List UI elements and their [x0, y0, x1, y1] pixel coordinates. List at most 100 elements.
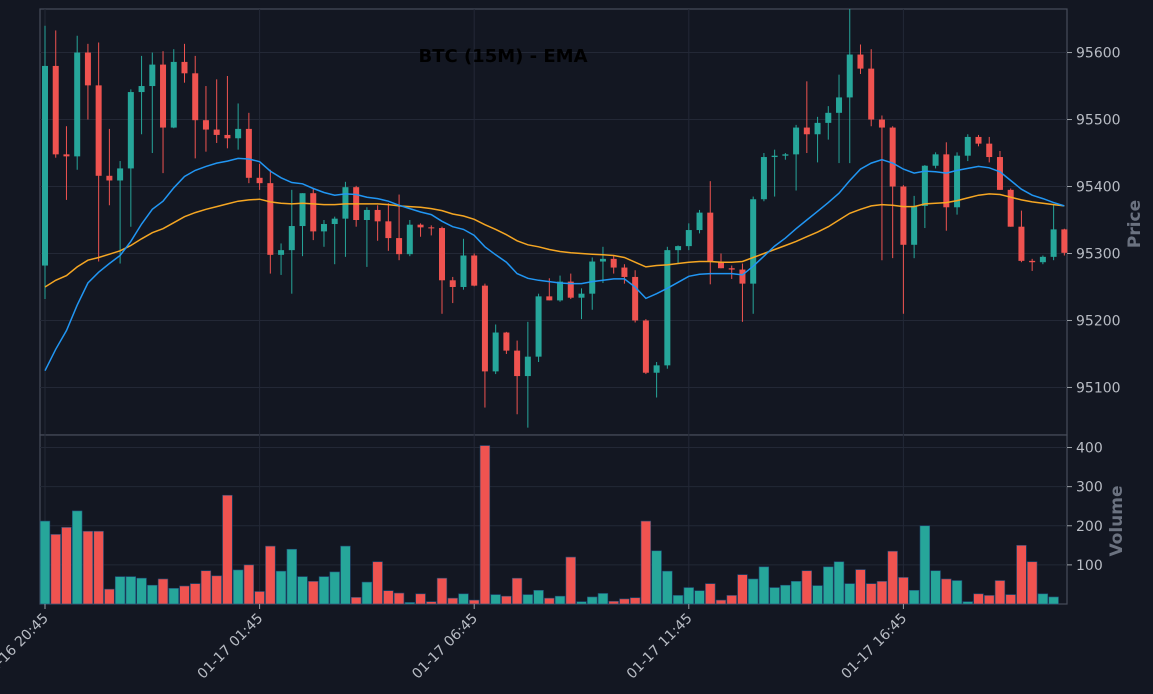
candle-body [1018, 226, 1025, 261]
candle-body [460, 255, 467, 287]
volume-bar [908, 590, 920, 605]
volume-bar [329, 571, 340, 605]
volume-bar [587, 596, 598, 605]
candle-body [428, 227, 435, 229]
volume-bar [222, 494, 233, 605]
volume-bar [1048, 596, 1059, 605]
volume-bar [984, 595, 995, 605]
candle-body [846, 54, 853, 98]
volume-bar [608, 600, 619, 605]
candle-body [911, 205, 918, 245]
candle-body [1029, 260, 1036, 263]
volume-bar [147, 584, 158, 605]
candle-body [149, 64, 156, 87]
volume-bar [769, 587, 780, 605]
candle-body [84, 52, 91, 86]
candle-body [793, 127, 800, 155]
volume-bar [168, 588, 179, 605]
volume-bar [780, 584, 791, 605]
volume-bar [973, 593, 984, 605]
ema-fast-line [44, 157, 1065, 372]
volume-bar [361, 581, 373, 605]
candle-body [857, 54, 864, 69]
volume-bar [994, 580, 1006, 605]
candle-body [52, 65, 59, 155]
volume-bar [243, 564, 255, 605]
price-tick-label: 95600 [1076, 46, 1121, 62]
candle-body [675, 246, 682, 251]
candle-body [42, 65, 48, 266]
volume-bar [232, 569, 244, 605]
candle-body [524, 356, 531, 377]
candle-body [267, 183, 274, 255]
volume-bar [855, 569, 866, 605]
candle-body [728, 268, 735, 270]
candle-body [160, 64, 167, 128]
volume-bar [844, 583, 855, 605]
candle-body [653, 365, 660, 373]
volume-bar [651, 550, 662, 605]
candle-body [63, 154, 70, 157]
volume-bar [640, 520, 652, 605]
volume-bar [275, 570, 287, 605]
candle-body [288, 226, 295, 251]
candle-body [106, 175, 113, 181]
candle-body [170, 61, 177, 128]
volume-bar [501, 595, 512, 605]
volume-bar [93, 530, 104, 605]
candle-body [642, 320, 649, 373]
candle-body [707, 212, 714, 262]
volume-bar [254, 591, 265, 605]
volume-bar [758, 566, 770, 605]
candle-body [975, 136, 982, 144]
volume-bar [72, 510, 83, 605]
volume-bar [436, 577, 448, 605]
candle-body [320, 224, 327, 232]
volume-bar [383, 590, 394, 605]
volume-bar [812, 585, 823, 605]
volume-bar [705, 583, 716, 605]
candle-body [74, 52, 81, 157]
volume-bar [533, 590, 544, 605]
volume-bar [876, 581, 888, 605]
volume-bar [82, 530, 94, 605]
candle-body [331, 218, 338, 225]
volume-bar [962, 601, 973, 605]
candle-body [954, 155, 961, 208]
candle-body [342, 187, 349, 219]
volume-axis-ticks: 100 200 300 400 [1067, 441, 1103, 574]
candle-body [803, 127, 810, 135]
candle-body [868, 68, 875, 120]
volume-bar [211, 575, 222, 605]
candle-body [256, 177, 263, 184]
volume-bar [1005, 594, 1016, 605]
candle-body [546, 296, 553, 301]
volume-bar [1016, 545, 1027, 605]
candle-body [771, 155, 778, 158]
candle-body [996, 157, 1003, 190]
volume-bar [297, 576, 308, 605]
volume-bar [683, 587, 694, 605]
price-tick-label: 95300 [1076, 246, 1121, 262]
candle-body [557, 281, 564, 301]
candle-body [471, 255, 478, 286]
volume-bar [565, 556, 576, 605]
volume-tick-label: 100 [1076, 558, 1103, 574]
price-axis-label: Price [1125, 200, 1145, 248]
candle-body [514, 350, 521, 377]
candle-body [964, 136, 971, 156]
volume-bar [1037, 593, 1049, 605]
volume-bar [790, 581, 802, 605]
volume-bar [125, 576, 137, 605]
candle-body [621, 267, 628, 277]
volume-axis-label: Volume [1107, 485, 1127, 556]
volume-bar [415, 593, 426, 605]
candle-body [685, 230, 692, 247]
candle-body [986, 143, 993, 158]
price-tick-label: 95200 [1076, 313, 1121, 329]
candle-body [181, 61, 188, 74]
candle-body [739, 269, 746, 284]
volume-bar [200, 570, 212, 605]
candle-body [417, 224, 424, 228]
volume-bar [265, 545, 276, 605]
